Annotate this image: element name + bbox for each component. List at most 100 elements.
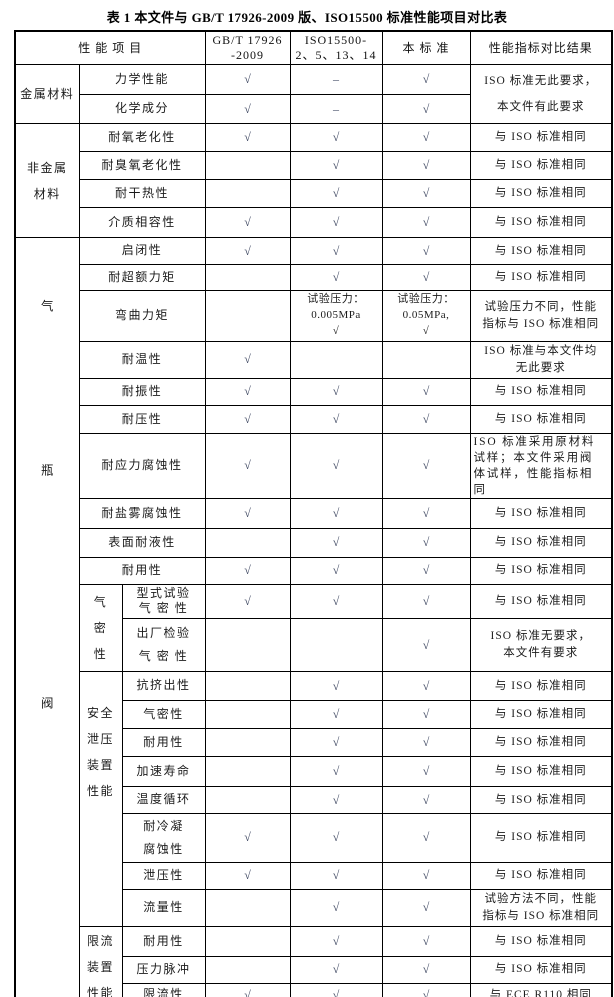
mark-cell: √ bbox=[381, 618, 471, 672]
mark-cell: √ bbox=[289, 700, 383, 729]
table-row: 限流性 √ √ √ 与 ECE R110 相同 bbox=[15, 982, 613, 997]
mark-cell: √ bbox=[381, 671, 471, 701]
mark-cell bbox=[204, 179, 291, 208]
table-row: 耐超额力矩 √ √ 与 ISO 标准相同 bbox=[15, 264, 613, 291]
mark-cell: √ bbox=[289, 404, 383, 434]
item-cell: 化学成分 bbox=[78, 94, 206, 124]
pressure-mark-cell: 试验压力： 0.005MPa √ bbox=[289, 290, 383, 342]
mark-cell: √ bbox=[289, 583, 383, 620]
table-row: 耐温性 √ ISO 标准与本文件均 无此要求 bbox=[15, 340, 613, 379]
mark-cell: √ bbox=[381, 264, 471, 291]
item-cell: 力学性能 bbox=[78, 64, 206, 95]
mark-cell bbox=[204, 618, 291, 672]
result-cell: 与 ISO 标准相同 bbox=[469, 756, 613, 787]
table-row: 安全 泄压 装置 性能 抗挤出性 √ √ 与 ISO 标准相同 bbox=[15, 671, 613, 927]
result-cell: 与 ISO 标准相同 bbox=[469, 404, 613, 434]
mark-cell: – bbox=[289, 64, 383, 95]
result-cell: ISO 标准无要求， 本文件有要求 bbox=[469, 618, 613, 672]
item-cell: 耐振性 bbox=[78, 377, 206, 406]
item-cell: 抗挤出性 bbox=[121, 671, 206, 701]
result-cell: 与 ISO 标准相同 bbox=[469, 179, 613, 208]
group-vertical-char: 瓶 bbox=[40, 463, 54, 478]
mark-cell bbox=[204, 756, 291, 787]
page-title: 表 1 本文件与 GB/T 17926-2009 版、ISO15500 标准性能… bbox=[106, 10, 508, 25]
group-cylinder-valve: 气瓶阀 bbox=[14, 236, 80, 997]
mark-cell: √ bbox=[381, 888, 471, 927]
item-cell: 压力脉冲 bbox=[121, 956, 206, 984]
mark-cell bbox=[204, 527, 291, 558]
mark-cell bbox=[204, 671, 291, 701]
mark-cell: √ bbox=[381, 956, 471, 984]
result-cell: 与 ISO 标准相同 bbox=[469, 151, 613, 180]
mark-cell: √ bbox=[204, 861, 291, 890]
item-cell: 耐压性 bbox=[78, 404, 206, 434]
mark-cell: √ bbox=[381, 94, 471, 124]
mark-cell: √ bbox=[381, 151, 471, 180]
mark-cell: √ bbox=[381, 237, 471, 265]
item-cell: 耐超额力矩 bbox=[78, 264, 206, 291]
table-row: 耐振性 √ √ √ 与 ISO 标准相同 bbox=[15, 377, 613, 406]
table-row: 加速寿命 √ √ 与 ISO 标准相同 bbox=[15, 756, 613, 787]
result-cell: 与 ISO 标准相同 bbox=[469, 700, 613, 729]
mark-cell: √ bbox=[289, 786, 383, 814]
mark-cell: √ bbox=[381, 377, 471, 406]
mark-cell: √ bbox=[289, 888, 383, 927]
header-gbt-17926: GB/T 17926 -2009 bbox=[204, 30, 291, 65]
item-cell: 限流性 bbox=[121, 982, 206, 997]
mark-cell: √ bbox=[289, 264, 383, 291]
result-cell: 与 ISO 标准相同 bbox=[469, 786, 613, 814]
item-cell: 耐用性 bbox=[121, 728, 206, 757]
mark-cell: √ bbox=[289, 377, 383, 406]
comparison-table: 性 能 项 目 GB/T 17926 -2009 ISO15500- 2、5、1… bbox=[14, 30, 613, 997]
result-cell: 与 ISO 标准相同 bbox=[469, 207, 613, 238]
mark-cell: √ bbox=[381, 861, 471, 890]
table-row: 耐用性 √ √ √ 与 ISO 标准相同 bbox=[15, 556, 613, 585]
result-cell: 试验方法不同，性能 指标与 ISO 标准相同 bbox=[469, 888, 613, 927]
item-cell: 泄压性 bbox=[121, 861, 206, 890]
result-cell: 与 ISO 标准相同 bbox=[469, 861, 613, 890]
mark-cell: √ bbox=[381, 925, 471, 958]
mark-cell bbox=[289, 340, 383, 379]
mark-cell: √ bbox=[289, 497, 383, 529]
mark-cell: √ bbox=[381, 207, 471, 238]
item-cell: 介质相容性 bbox=[78, 207, 206, 238]
mark-cell bbox=[204, 264, 291, 291]
mark-cell: √ bbox=[204, 64, 291, 95]
item-cell: 耐臭氧老化性 bbox=[78, 151, 206, 180]
mark-cell: √ bbox=[204, 583, 291, 620]
mark-cell: √ bbox=[381, 813, 471, 863]
mark-cell bbox=[381, 340, 471, 379]
group-metal-materials: 金属材料 bbox=[14, 64, 80, 124]
mark-cell: √ bbox=[381, 756, 471, 787]
mark-cell: √ bbox=[381, 123, 471, 152]
item-cell: 气密性 bbox=[121, 700, 206, 729]
item-cell: 耐温性 bbox=[78, 340, 206, 379]
mark-cell: √ bbox=[381, 700, 471, 729]
item-cell: 流量性 bbox=[121, 888, 206, 927]
result-cell: 与 ISO 标准相同 bbox=[469, 556, 613, 585]
item-cell: 耐用性 bbox=[78, 556, 206, 585]
mark-cell: √ bbox=[289, 756, 383, 787]
mark-cell: √ bbox=[381, 432, 471, 499]
table-body: 金属材料 力学性能 √ – √ ISO 标准无此要求， 本文件有此要求 化学成分 √ – √ 非金属… bbox=[14, 64, 613, 997]
item-cell: 温度循环 bbox=[121, 786, 206, 814]
header-this-standard: 本 标 准 bbox=[381, 30, 471, 65]
mark-cell: √ bbox=[289, 432, 383, 499]
mark-cell: √ bbox=[289, 956, 383, 984]
table-row: 气瓶阀启闭性 √ √ √ 与 ISO 标准相同 bbox=[14, 236, 613, 997]
header-comparison-result: 性能指标对比结果 bbox=[469, 30, 613, 65]
item-cell: 弯曲力矩 bbox=[78, 290, 206, 342]
result-cell: 与 ISO 标准相同 bbox=[469, 671, 613, 701]
mark-cell: √ bbox=[381, 527, 471, 558]
table-row: 出厂检验 气 密 性 √ ISO 标准无要求， 本文件有要求 bbox=[15, 618, 613, 672]
mark-cell: √ bbox=[381, 497, 471, 529]
mark-cell: √ bbox=[381, 728, 471, 757]
mark-cell: √ bbox=[204, 207, 291, 238]
result-cell: 与 ISO 标准相同 bbox=[469, 527, 613, 558]
table-row: 气密性 √ √ 与 ISO 标准相同 bbox=[15, 700, 613, 729]
group-nonmetal-materials: 非金属 材料 bbox=[14, 123, 80, 238]
group-vertical-char: 阀 bbox=[40, 696, 54, 711]
mark-cell: √ bbox=[204, 404, 291, 434]
mark-cell: √ bbox=[204, 94, 291, 124]
result-cell: ISO 标准无此要求， 本文件有此要求 bbox=[469, 64, 613, 124]
